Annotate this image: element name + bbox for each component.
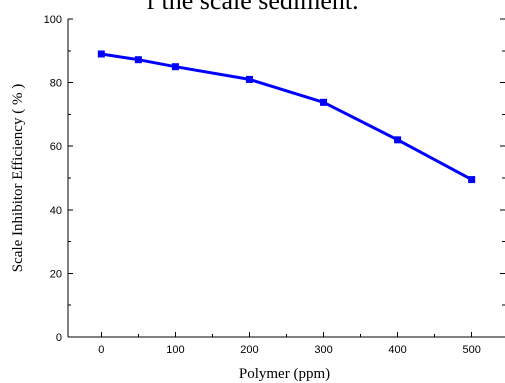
data-point — [245, 75, 253, 83]
x-tick-label: 0 — [98, 344, 104, 356]
caption-fragment: f the scale sediment. — [146, 0, 359, 15]
y-axis-title: Scale Inhibitor Efficiency ( % ) — [10, 84, 26, 272]
x-axis-title: Polymer (ppm) — [239, 366, 330, 382]
y-tick-label: 0 — [56, 332, 62, 344]
data-point — [468, 176, 476, 184]
data-point — [97, 50, 105, 58]
data-point — [394, 136, 402, 144]
series-line — [99, 52, 474, 182]
x-tick-label: 400 — [388, 344, 406, 356]
y-tick-label: 100 — [44, 14, 62, 26]
y-tick-label: 80 — [50, 78, 62, 90]
x-tick-label: 300 — [314, 344, 332, 356]
x-tick-label: 100 — [166, 344, 184, 356]
ticks-group: 0 20 40 60 80 100 0 100 200 300 400 500 — [44, 14, 505, 356]
x-tick-label: 200 — [240, 344, 258, 356]
y-tick-label: 20 — [50, 268, 62, 280]
data-point — [171, 63, 179, 71]
y-tick-label: 40 — [50, 205, 62, 217]
y-tick-label: 60 — [50, 141, 62, 153]
series-group — [97, 50, 476, 184]
axes-group — [67, 19, 505, 338]
x-tick-label: 500 — [462, 344, 480, 356]
data-point — [134, 56, 142, 64]
data-point — [320, 98, 328, 106]
